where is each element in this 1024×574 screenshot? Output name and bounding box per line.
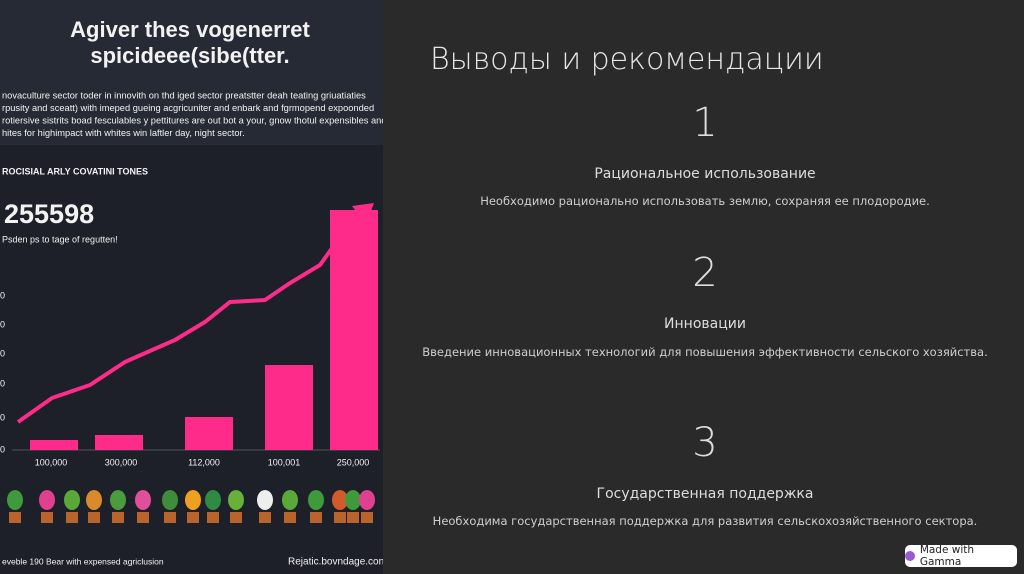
plant-leaf bbox=[86, 490, 102, 510]
plant-pot bbox=[88, 512, 100, 523]
plant-leaf bbox=[162, 490, 178, 510]
bar bbox=[95, 435, 143, 450]
chart-label: ROCISIAL ARLY COVATINI TONES bbox=[2, 166, 148, 176]
plant-leaf bbox=[135, 490, 151, 510]
y-label: 00 bbox=[0, 378, 5, 388]
bar bbox=[30, 440, 78, 450]
plant-leaf bbox=[359, 490, 375, 510]
plant-pot bbox=[112, 512, 124, 523]
badge-text[interactable]: Made with Gamma bbox=[919, 544, 975, 568]
image-paragraph: rpusity and sceatt) with imeped gueing a… bbox=[2, 103, 374, 113]
y-label: 00 bbox=[0, 348, 5, 358]
bar bbox=[185, 417, 233, 450]
image-top-band bbox=[0, 0, 383, 145]
footer-left: eveble 190 Bear with expensed agriclusio… bbox=[2, 556, 164, 566]
x-label: 100,001 bbox=[268, 457, 301, 467]
plant-pot bbox=[284, 512, 296, 523]
image-heading: spicideee(sibe(tter. bbox=[90, 43, 289, 68]
plant-pot bbox=[66, 512, 78, 523]
plant-pot bbox=[361, 512, 373, 523]
plant-leaf bbox=[64, 490, 80, 510]
plant-leaf bbox=[332, 490, 348, 510]
y-label: 00 bbox=[0, 444, 5, 454]
plant-pot bbox=[164, 512, 176, 523]
arrow-head bbox=[352, 203, 374, 224]
item-heading: Инновации bbox=[664, 316, 746, 332]
plant-leaf bbox=[7, 490, 23, 510]
plant-pot bbox=[137, 512, 149, 523]
plant-leaf bbox=[205, 490, 221, 510]
item-heading: Рациональное использование bbox=[594, 166, 816, 182]
footer-right: Rejatic.bovndage.con bbox=[288, 557, 383, 568]
image-heading: Agiver thes vogenerret bbox=[70, 17, 310, 42]
item-text: Необходима государственная поддержка для… bbox=[432, 514, 978, 528]
plant-pot bbox=[334, 512, 346, 523]
illustration: Agiver thes vogenerret spicideee(sibe(tt… bbox=[0, 0, 383, 574]
y-label: 00 bbox=[0, 319, 5, 329]
x-label: 112,000 bbox=[188, 457, 220, 467]
x-label: 250,000 bbox=[337, 457, 370, 467]
bar bbox=[265, 365, 313, 450]
item-number: 1 bbox=[692, 100, 718, 146]
plant-leaf bbox=[110, 490, 126, 510]
bar bbox=[330, 210, 378, 450]
plant-pot bbox=[187, 512, 199, 523]
x-label: 100,000 bbox=[35, 457, 68, 467]
slide-title: Выводы и рекомендации bbox=[430, 42, 824, 77]
plant-pot bbox=[41, 512, 53, 523]
y-label: 00 bbox=[0, 290, 5, 300]
plant-pot bbox=[207, 512, 219, 523]
plant-leaf bbox=[39, 490, 55, 510]
item-text: Введение инновационных технологий для по… bbox=[422, 345, 988, 359]
plant-pot bbox=[347, 512, 359, 523]
plant-row bbox=[7, 490, 375, 523]
plant-leaf bbox=[228, 490, 244, 510]
plant-pot bbox=[230, 512, 242, 523]
image-paragraph: hites for highimpact with whites win laf… bbox=[2, 128, 245, 138]
item-heading: Государственная поддержка bbox=[596, 486, 814, 502]
item-number: 3 bbox=[692, 420, 718, 466]
image-paragraph: novaculture sector toder in innovith on … bbox=[2, 90, 366, 100]
image-paragraph: rotiersive sistrits boad fesculables y p… bbox=[2, 115, 383, 125]
plant-leaf bbox=[345, 490, 361, 510]
x-label: 300,000 bbox=[105, 457, 138, 467]
plant-leaf bbox=[257, 490, 273, 510]
plant-pot bbox=[9, 512, 21, 523]
item-text: Необходимо рационально использовать земл… bbox=[480, 194, 930, 208]
y-label: 00 bbox=[0, 412, 5, 422]
plant-pot bbox=[310, 512, 322, 523]
big-number: 255598 bbox=[4, 199, 94, 229]
trend-line bbox=[16, 210, 360, 424]
plant-leaf bbox=[185, 490, 201, 510]
plant-leaf bbox=[308, 490, 324, 510]
gamma-badge[interactable]: Made with Gamma bbox=[905, 544, 1017, 568]
badge-logo bbox=[905, 551, 915, 561]
caption: Psden ps to tage of regutten! bbox=[2, 234, 118, 244]
plant-pot bbox=[259, 512, 271, 523]
plant-leaf bbox=[282, 490, 298, 510]
item-number: 2 bbox=[692, 250, 718, 296]
